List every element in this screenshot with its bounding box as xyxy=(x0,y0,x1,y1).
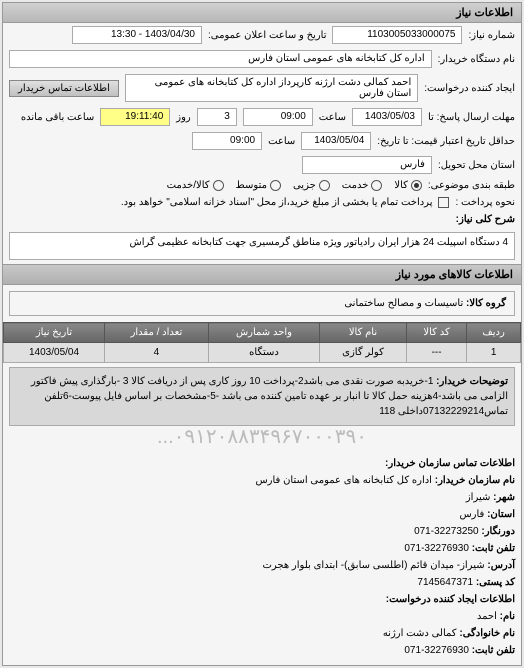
radio-jozi[interactable]: جزیی xyxy=(293,180,330,191)
ann-date-field: 1403/04/30 - 13:30 xyxy=(72,26,202,44)
valid-time: 09:00 xyxy=(192,132,262,150)
fax-label: دورنگار: xyxy=(481,526,515,537)
contact-header: اطلاعات تماس سازمان خریدار: xyxy=(385,458,515,469)
lname-value: کمالی دشت ارژنه xyxy=(383,628,457,639)
group-label: گروه کالا: xyxy=(466,298,506,309)
keyword-label: شرح کلی نیاز: xyxy=(456,214,515,225)
col-unit: واحد شمارش xyxy=(208,323,319,343)
radio-both[interactable]: کالا/خدمت xyxy=(167,180,224,191)
row-creator: ایجاد کننده درخواست: احمد کمالی دشت ارژن… xyxy=(3,71,521,105)
payment-note: پرداخت تمام یا بخشی از مبلغ خرید،از محل … xyxy=(121,197,433,208)
panel-title: اطلاعات نیاز xyxy=(3,3,521,23)
goods-header: اطلاعات کالاهای مورد نیاز xyxy=(3,264,521,285)
prov-value: فارس xyxy=(459,509,484,520)
radio-dot-icon xyxy=(213,180,224,191)
cell-qty: 4 xyxy=(105,343,209,363)
row-buyer: نام دستگاه خریدار: اداره کل کتابخانه های… xyxy=(3,47,521,71)
cell-name: کولر گازی xyxy=(320,343,407,363)
buyer-label: نام دستگاه خریدار: xyxy=(438,54,515,65)
deadline-date: 1403/05/03 xyxy=(352,108,422,126)
contact-section: اطلاعات تماس سازمان خریدار: نام سازمان خ… xyxy=(3,449,521,665)
remain-days: 3 xyxy=(197,108,237,126)
creator-field: احمد کمالی دشت ارژنه کارپرداز اداره کل ک… xyxy=(125,74,418,102)
fax-value: 32273250-071 xyxy=(414,526,479,537)
table-header-row: ردیف کد کالا نام کالا واحد شمارش تعداد /… xyxy=(4,323,521,343)
tel-label: تلفن ثابت: xyxy=(472,543,515,554)
location-field: فارس xyxy=(302,156,432,174)
post-value: 7145647371 xyxy=(417,577,473,588)
keyword-field: 4 دستگاه اسپیلت 24 هزار ایران رادیاتور و… xyxy=(9,232,515,260)
cell-date: 1403/05/04 xyxy=(4,343,105,363)
radio-dot-icon xyxy=(270,180,281,191)
ann-date-label: تاریخ و ساعت اعلان عمومی: xyxy=(208,30,327,41)
time-label-1: ساعت xyxy=(319,112,346,123)
cell-unit: دستگاه xyxy=(208,343,319,363)
tel-value: 32276930-071 xyxy=(404,543,469,554)
row-location: استان محل تحویل: فارس xyxy=(3,153,521,177)
col-name: نام کالا xyxy=(320,323,407,343)
packing-label: طبقه بندی موضوعی: xyxy=(428,180,515,191)
deadline-time: 09:00 xyxy=(243,108,313,126)
name-value: احمد xyxy=(477,611,497,622)
deadline-label: مهلت ارسال پاسخ: تا xyxy=(428,112,515,123)
cell-row: 1 xyxy=(467,343,521,363)
city-label: شهر: xyxy=(493,492,515,503)
creator-label: ایجاد کننده درخواست: xyxy=(424,83,515,94)
radio-dot-icon xyxy=(319,180,330,191)
addr-value: شیراز- میدان قائم (اطلسی سابق)- ابتدای ب… xyxy=(262,560,484,571)
tel2-value: 32276930-071 xyxy=(404,645,469,656)
radio-motavaset[interactable]: متوسط xyxy=(236,180,281,191)
post-label: کد پستی: xyxy=(476,577,515,588)
tel2-label: تلفن ثابت: xyxy=(472,645,515,656)
payment-label: نحوه پرداخت : xyxy=(455,197,515,208)
org-value: اداره کل کتابخانه های عمومی استان فارس xyxy=(255,475,432,486)
packing-radio-group: کالا خدمت جزیی متوسط کالا/خدمت xyxy=(167,180,422,191)
goods-table: ردیف کد کالا نام کالا واحد شمارش تعداد /… xyxy=(3,322,521,363)
watermark: ۰۹۱۲۰۸۸۳۴۹۶۷۰۰۰۳۹۰... xyxy=(3,424,521,449)
extra-desc-box: توضیحات خریدار: 1-خریدبه صورت نقدی می با… xyxy=(9,367,515,426)
org-label: نام سازمان خریدار: xyxy=(435,475,515,486)
prov-label: استان: xyxy=(487,509,515,520)
row-req-no: شماره نیاز: 1103005033000075 تاریخ و ساع… xyxy=(3,23,521,47)
extra-label: توضیحات خریدار: xyxy=(436,376,508,387)
time-label-2: ساعت xyxy=(268,136,295,147)
req-creator-header: اطلاعات ایجاد کننده درخواست: xyxy=(386,594,515,605)
col-row: ردیف xyxy=(467,323,521,343)
radio-dot-icon xyxy=(371,180,382,191)
col-date: تاریخ نیاز xyxy=(4,323,105,343)
radio-khadamat[interactable]: خدمت xyxy=(342,180,383,191)
cell-code: --- xyxy=(406,343,466,363)
req-no-field: 1103005033000075 xyxy=(332,26,462,44)
contact-button[interactable]: اطلاعات تماس خریدار xyxy=(9,80,119,97)
radio-dot-icon xyxy=(411,180,422,191)
location-label: استان محل تحویل: xyxy=(438,160,515,171)
group-value: تاسیسات و مصالح ساختمانی xyxy=(344,298,463,309)
table-row[interactable]: 1 --- کولر گازی دستگاه 4 1403/05/04 xyxy=(4,343,521,363)
payment-checkbox[interactable] xyxy=(438,197,449,208)
city-value: شیراز xyxy=(466,492,491,503)
remain-days-label: روز xyxy=(176,112,191,123)
valid-label: حداقل تاریخ اعتبار قیمت: تا تاریخ: xyxy=(377,136,515,147)
lname-label: نام خانوادگی: xyxy=(459,628,515,639)
row-payment: نحوه پرداخت : پرداخت تمام یا بخشی از مبل… xyxy=(3,194,521,211)
goods-group-box: گروه کالا: تاسیسات و مصالح ساختمانی xyxy=(9,291,515,316)
col-qty: تعداد / مقدار xyxy=(105,323,209,343)
req-no-label: شماره نیاز: xyxy=(468,30,515,41)
row-deadline: مهلت ارسال پاسخ: تا 1403/05/03 ساعت 09:0… xyxy=(3,105,521,129)
name-label: نام: xyxy=(500,611,515,622)
row-packing: طبقه بندی موضوعی: کالا خدمت جزیی متوسط ک… xyxy=(3,177,521,194)
col-code: کد کالا xyxy=(406,323,466,343)
radio-kala[interactable]: کالا xyxy=(394,180,422,191)
remain-suffix: ساعت باقی مانده xyxy=(21,112,94,123)
row-valid: حداقل تاریخ اعتبار قیمت: تا تاریخ: 1403/… xyxy=(3,129,521,153)
row-keyword: شرح کلی نیاز: xyxy=(3,211,521,228)
buyer-field: اداره کل کتابخانه های عمومی استان فارس xyxy=(9,50,432,68)
main-panel: اطلاعات نیاز شماره نیاز: 110300503300007… xyxy=(2,2,522,666)
valid-date: 1403/05/04 xyxy=(301,132,371,150)
remain-time: 19:11:40 xyxy=(100,108,170,126)
addr-label: آدرس: xyxy=(487,560,515,571)
